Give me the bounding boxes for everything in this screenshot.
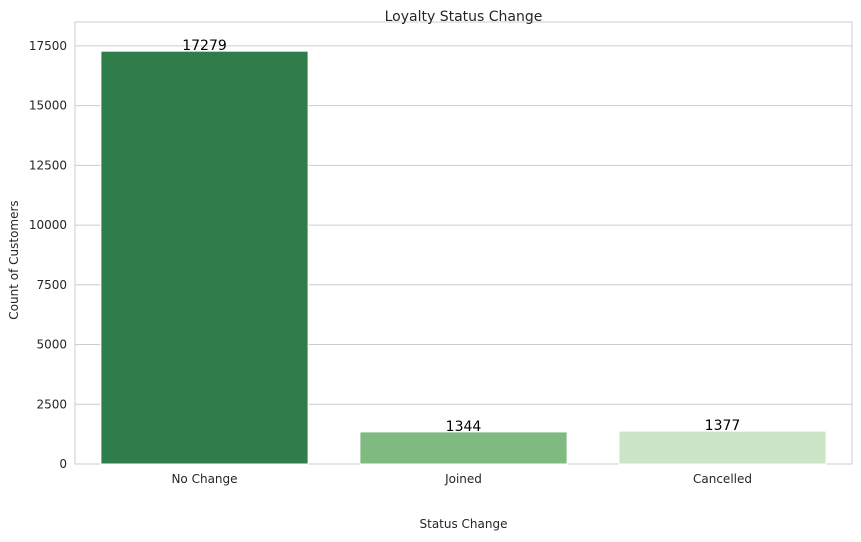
data-label: 1344 (446, 419, 482, 435)
bar (359, 431, 568, 465)
y-tick-label: 0 (59, 457, 67, 471)
data-label: 17279 (182, 38, 227, 54)
y-axis-title: Count of Customers (7, 200, 21, 319)
x-tick-label: Cancelled (693, 472, 752, 486)
bar (100, 50, 309, 465)
y-tick-label: 15000 (29, 99, 67, 113)
y-tick-label: 12500 (29, 158, 67, 172)
x-tick-label: No Change (171, 472, 237, 486)
data-label: 1377 (705, 418, 741, 434)
y-tick-label: 17500 (29, 39, 67, 53)
x-tick-labels: No Change Joined Cancelled (171, 472, 752, 486)
y-tick-label: 2500 (36, 397, 67, 411)
y-tick-label: 5000 (36, 338, 67, 352)
y-tick-label: 7500 (36, 278, 67, 292)
chart-title: Loyalty Status Change (385, 9, 543, 25)
x-axis-title: Status Change (420, 517, 508, 531)
y-tick-label: 10000 (29, 218, 67, 232)
bar (618, 430, 827, 465)
data-labels: 17279 1344 1377 (182, 38, 740, 435)
bars (100, 50, 827, 465)
x-tick-label: Joined (444, 472, 482, 486)
y-tick-labels: 0 2500 5000 7500 10000 12500 15000 17500 (29, 39, 67, 471)
